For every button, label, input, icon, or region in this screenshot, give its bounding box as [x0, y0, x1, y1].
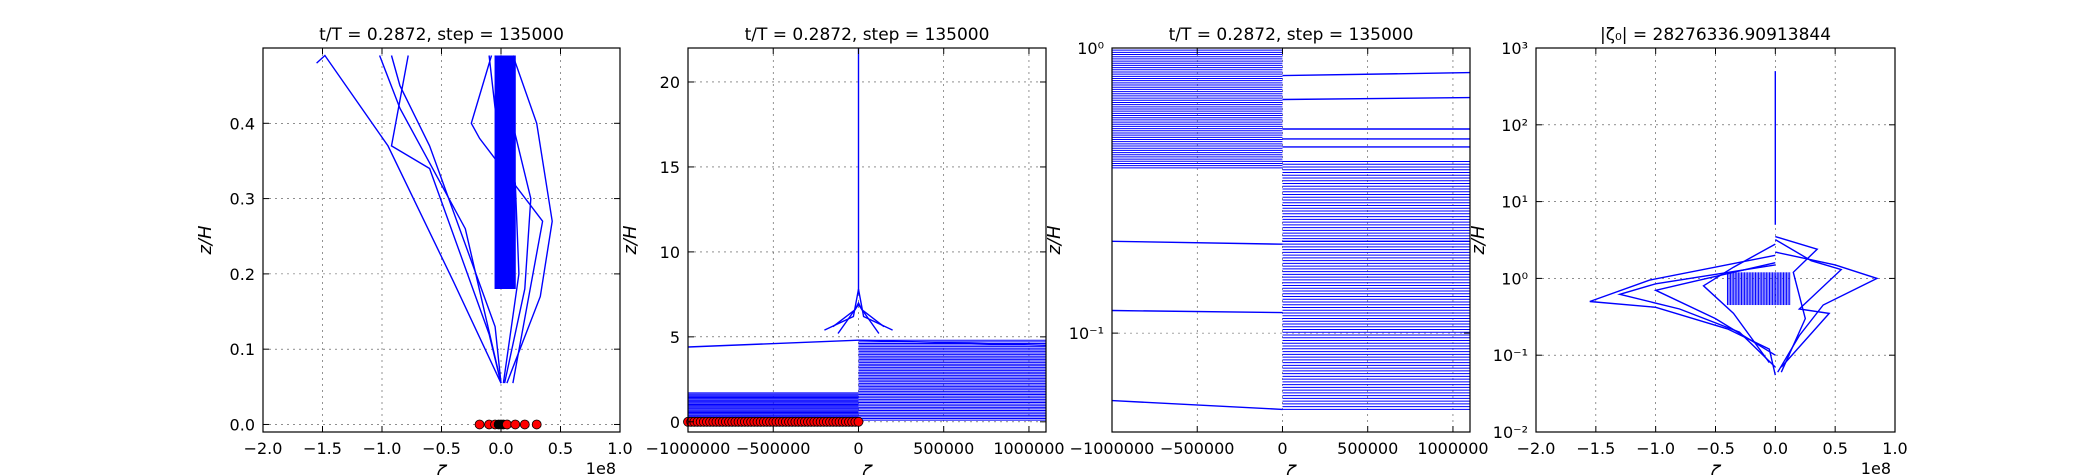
data-marker — [474, 419, 485, 430]
y-axis-label: z/H — [1468, 225, 1489, 256]
x-tick-label: 1.0 — [607, 439, 632, 458]
x-tick-label: 0.0 — [488, 439, 513, 458]
y-tick-label: 0.2 — [230, 265, 255, 284]
x-tick-label: 0.5 — [548, 439, 573, 458]
x-tick-label: 1000000 — [993, 439, 1064, 458]
y-tick-label: 0.0 — [230, 415, 255, 434]
chart-title: t/T = 0.2872, step = 135000 — [1169, 25, 1414, 45]
y-tick-label: 0.1 — [230, 340, 255, 359]
series-line-2 — [378, 55, 502, 384]
x-axis-label: ζ — [1710, 462, 1722, 475]
axes-frame-3 — [1111, 47, 1471, 433]
y-tick-label: 10³ — [1501, 39, 1528, 58]
data-marker — [519, 419, 530, 430]
x-tick-label: −1.0 — [363, 439, 402, 458]
y-tick-label: 10⁻² — [1493, 423, 1528, 442]
x-tick-label: −1.0 — [1636, 439, 1675, 458]
series-line-3 — [858, 339, 1046, 346]
x-tick-label: −1000000 — [646, 439, 731, 458]
series-line-4 — [824, 289, 893, 331]
y-axis-label: z/H — [195, 225, 216, 256]
y-tick-label: 10⁻¹ — [1493, 346, 1528, 365]
y-tick-label: 10² — [1501, 116, 1528, 135]
x-axis-label: ζ — [1285, 462, 1297, 475]
series-line-5 — [832, 301, 885, 328]
x-tick-label: −1.5 — [303, 439, 342, 458]
x-tick-label: 500000 — [913, 439, 974, 458]
x-tick-label: 1.0 — [1882, 439, 1907, 458]
x-tick-label: −0.5 — [1696, 439, 1735, 458]
x-offset-label: 1e8 — [586, 459, 616, 475]
data-marker — [502, 419, 512, 430]
series-line-1 — [316, 54, 502, 384]
y-tick-label: 5 — [670, 328, 680, 347]
y-tick-label: 0 — [670, 413, 680, 432]
plot-area-4 — [1536, 48, 1895, 432]
plot-area-3 — [1112, 48, 1470, 432]
plot-area-1 — [263, 48, 620, 432]
y-tick-label: 10⁻¹ — [1069, 324, 1104, 343]
series-line-6 — [1282, 96, 1470, 101]
series-line-1 — [1112, 399, 1283, 411]
y-axis-label: z/H — [1044, 225, 1065, 256]
series-line-3 — [1617, 264, 1776, 368]
x-tick-label: −0.5 — [422, 439, 461, 458]
series-line-3 — [390, 55, 502, 384]
y-axis-label: z/H — [620, 225, 641, 256]
x-offset-label: 1e8 — [1861, 459, 1891, 475]
y-tick-label: 10⁰ — [1077, 39, 1104, 58]
series-line-7 — [494, 55, 532, 384]
data-marker — [510, 419, 521, 430]
x-tick-label: 1000000 — [1417, 439, 1488, 458]
plot-area-2 — [688, 48, 1046, 432]
y-tick-label: 20 — [660, 73, 680, 92]
series-line-5 — [1282, 71, 1470, 77]
data-marker — [531, 419, 542, 430]
series-line-6 — [506, 55, 553, 384]
series-line-4 — [390, 55, 502, 384]
series-line-2 — [1112, 309, 1283, 314]
series-line-5 — [1775, 251, 1879, 373]
x-tick-label: −1.5 — [1576, 439, 1615, 458]
x-tick-label: −1000000 — [1070, 439, 1155, 458]
series-line-2 — [688, 339, 859, 348]
series-line-8 — [1702, 243, 1776, 364]
y-tick-label: 0.3 — [230, 190, 255, 209]
x-axis-label: ζ — [861, 462, 873, 475]
y-tick-label: 15 — [660, 158, 680, 177]
x-tick-label: −2.0 — [244, 439, 283, 458]
series-line-6 — [837, 303, 880, 334]
series-line-3 — [1112, 240, 1283, 245]
x-tick-label: 500000 — [1337, 439, 1398, 458]
series-line-5 — [470, 55, 544, 384]
chart-title: t/T = 0.2872, step = 135000 — [319, 25, 564, 45]
y-tick-label: 10¹ — [1501, 193, 1528, 212]
x-tick-label: 0.5 — [1822, 439, 1847, 458]
series-line-2 — [1589, 254, 1776, 376]
chart-title: t/T = 0.2872, step = 135000 — [745, 25, 990, 45]
series-line-6 — [1774, 238, 1843, 368]
data-marker — [853, 416, 864, 427]
x-tick-label: 0.0 — [1763, 439, 1788, 458]
series-line-7 — [1775, 235, 1819, 373]
y-tick-label: 10 — [660, 243, 680, 262]
y-tick-label: 10⁰ — [1501, 269, 1528, 288]
series-line-8 — [488, 55, 520, 384]
x-tick-label: −2.0 — [1517, 439, 1556, 458]
x-tick-label: −500000 — [736, 439, 810, 458]
x-tick-label: −500000 — [1160, 439, 1234, 458]
x-tick-label: 0 — [1277, 439, 1287, 458]
y-tick-label: 0.4 — [230, 114, 255, 133]
x-axis-label: ζ — [436, 462, 448, 475]
x-tick-label: 0 — [853, 439, 863, 458]
axes-frame-2 — [687, 47, 1047, 433]
chart-title: |ζ₀| = 28276336.90913844 — [1600, 25, 1831, 45]
